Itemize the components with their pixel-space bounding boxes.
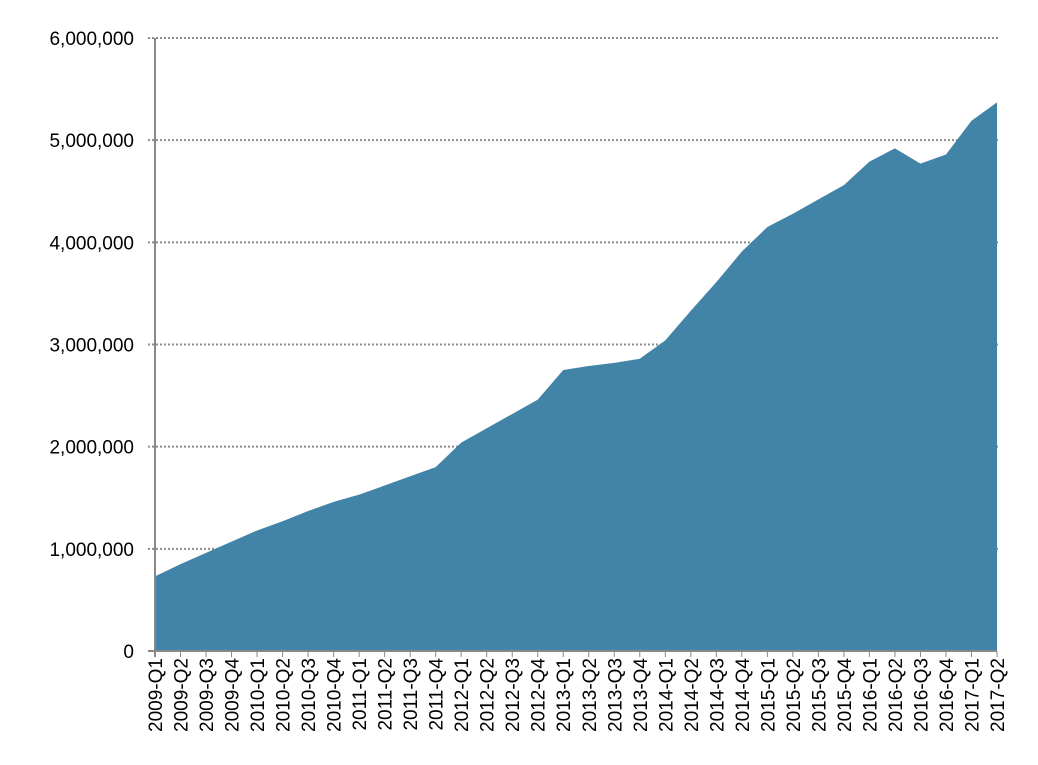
x-tick-label: 2017-Q1 bbox=[962, 658, 983, 732]
x-tick-label: 2015-Q2 bbox=[784, 658, 805, 732]
x-tick-label: 2011-Q4 bbox=[427, 658, 448, 731]
x-tick-label: 2016-Q3 bbox=[911, 658, 932, 732]
x-tick-label: 2009-Q2 bbox=[172, 658, 193, 732]
x-tick-label: 2014-Q1 bbox=[656, 658, 677, 732]
x-tick-label: 2011-Q2 bbox=[376, 658, 397, 731]
y-tick-label: 6,000,000 bbox=[49, 29, 134, 50]
x-tick-label: 2013-Q1 bbox=[554, 658, 575, 732]
x-tick-label: 2014-Q2 bbox=[682, 658, 703, 732]
x-tick-label: 2017-Q2 bbox=[988, 658, 1009, 732]
x-tick-label: 2013-Q2 bbox=[580, 658, 601, 732]
y-tick-label: 0 bbox=[123, 642, 134, 663]
y-tick-label: 3,000,000 bbox=[49, 336, 134, 357]
x-tick-label: 2015-Q1 bbox=[758, 658, 779, 732]
x-tick-label: 2014-Q4 bbox=[733, 658, 754, 732]
x-tick-label: 2010-Q1 bbox=[248, 658, 269, 732]
y-tick-label: 1,000,000 bbox=[49, 540, 134, 561]
x-tick-label: 2016-Q2 bbox=[886, 658, 907, 732]
x-tick-label: 2010-Q4 bbox=[325, 658, 346, 732]
x-tick-label: 2014-Q3 bbox=[707, 658, 728, 732]
x-tick-label: 2012-Q4 bbox=[529, 658, 550, 732]
x-tick-label: 2009-Q1 bbox=[146, 658, 167, 732]
x-tick-label: 2012-Q3 bbox=[503, 658, 524, 732]
x-tick-label: 2013-Q3 bbox=[605, 658, 626, 732]
x-tick-label: 2011-Q1 bbox=[350, 658, 371, 731]
y-tick-label: 4,000,000 bbox=[49, 233, 134, 254]
x-tick-label: 2011-Q3 bbox=[401, 658, 422, 731]
area bbox=[155, 102, 997, 652]
x-tick-label: 2015-Q3 bbox=[809, 658, 830, 732]
x-tick-label: 2016-Q1 bbox=[860, 658, 881, 732]
y-tick-label: 5,000,000 bbox=[49, 131, 134, 152]
x-tick-label: 2012-Q1 bbox=[452, 658, 473, 732]
x-tick-label: 2009-Q3 bbox=[197, 658, 218, 732]
x-tick-label: 2010-Q2 bbox=[274, 658, 295, 732]
x-tick-label: 2010-Q3 bbox=[299, 658, 320, 732]
x-tick-label: 2013-Q4 bbox=[631, 658, 652, 732]
x-tick-label: 2015-Q4 bbox=[835, 658, 856, 732]
x-tick-label: 2009-Q4 bbox=[223, 658, 244, 732]
y-tick-label: 2,000,000 bbox=[49, 438, 134, 459]
x-tick-label: 2012-Q2 bbox=[478, 658, 499, 732]
x-tick-label: 2016-Q4 bbox=[937, 658, 958, 732]
